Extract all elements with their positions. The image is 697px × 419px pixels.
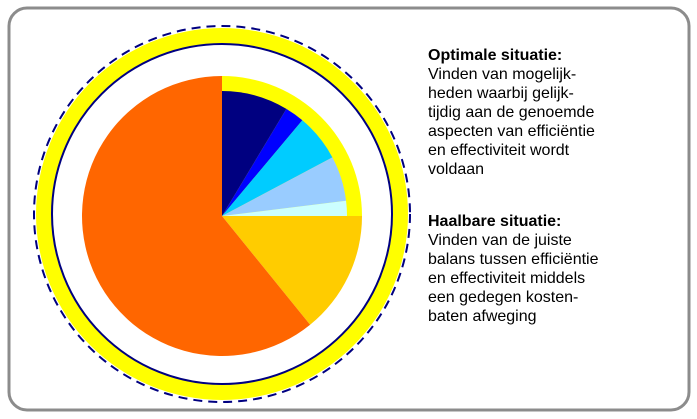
pie-slice	[222, 108, 303, 216]
pie-slice	[222, 120, 333, 216]
pie	[82, 76, 362, 356]
section-heading: Haalbare situatie:	[428, 213, 561, 230]
section-line: aspecten van efficiëntie	[428, 123, 595, 140]
pie-slice	[222, 157, 347, 216]
pie-slice	[82, 76, 311, 356]
dashed-ring	[33, 25, 411, 403]
text-block: Optimale situatie: Vinden van mogelijk-he…	[428, 47, 599, 325]
pie-slice	[222, 216, 362, 325]
section-line: baten afweging	[428, 308, 537, 325]
section-line: Vinden van de juiste	[428, 232, 572, 249]
section-line: en effectiviteit wordt	[428, 142, 570, 159]
section-line: voldaan	[428, 161, 484, 178]
section-line: tijdig aan de genoemde	[428, 104, 594, 121]
section-line: Vinden van mogelijk-	[428, 66, 576, 83]
section-heading: Optimale situatie:	[428, 47, 562, 64]
section-line: heden waarbij gelijk-	[428, 85, 574, 102]
pie-slice	[222, 91, 287, 216]
section-line: een gedegen kosten-	[428, 289, 578, 306]
section-line: balans tussen efficiëntie	[428, 251, 599, 268]
section-line: en effectiviteit middels	[428, 270, 585, 287]
pie-slice	[222, 200, 347, 216]
